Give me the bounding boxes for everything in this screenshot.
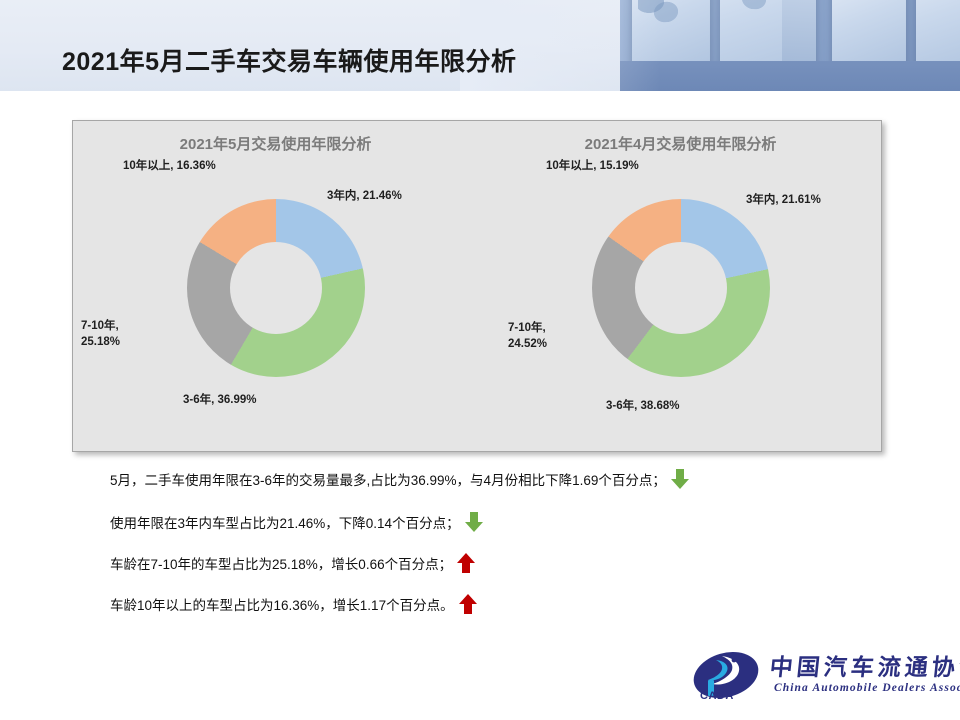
slice-label-7-10: 7-10年, 24.52% bbox=[508, 322, 548, 350]
bullet-text: 5月，二手车使用年限在3-6年的交易量最多,占比为36.99%，与4月份相比下降… bbox=[110, 473, 666, 488]
donut-chart-may bbox=[186, 199, 365, 377]
bullet-item: 车龄10年以上的车型占比为16.36%，增长1.17个百分点。 bbox=[110, 593, 478, 615]
bullet-item: 车龄在7-10年的车型占比为25.18%，增长0.66个百分点； bbox=[110, 552, 476, 574]
chart-title: 2021年4月交易使用年限分析 bbox=[584, 136, 777, 153]
chart-title: 2021年5月交易使用年限分析 bbox=[179, 136, 372, 153]
logo-abbrev: CADA bbox=[700, 690, 734, 702]
bullet-item: 5月，二手车使用年限在3-6年的交易量最多,占比为36.99%，与4月份相比下降… bbox=[110, 468, 690, 490]
header-gradient-overlay bbox=[460, 0, 660, 91]
slice-label-within3: 3年内, 21.46% bbox=[327, 190, 402, 202]
up-arrow-red-icon bbox=[458, 593, 478, 615]
bullet-text: 使用年限在3年内车型占比为21.46%，下降0.14个百分点； bbox=[110, 516, 460, 531]
bullet-item: 使用年限在3年内车型占比为21.46%，下降0.14个百分点； bbox=[110, 511, 484, 533]
header-decorative-image bbox=[620, 0, 960, 91]
slice-label-over10: 10年以上, 15.19% bbox=[546, 160, 639, 172]
donut-ring bbox=[186, 199, 365, 377]
slice-label-within3: 3年内, 21.61% bbox=[746, 194, 821, 206]
down-arrow-green-icon bbox=[670, 468, 690, 490]
up-arrow-red-icon bbox=[456, 552, 476, 574]
slice-label-3-6: 3-6年, 38.68% bbox=[606, 400, 680, 412]
cada-emblem-icon bbox=[692, 650, 766, 708]
chart-may-2021: 2021年5月交易使用年限分析 10年以上, 16.36% 3年内, 21.46… bbox=[73, 121, 478, 453]
slice-label-over10: 10年以上, 16.36% bbox=[123, 160, 216, 172]
donut-chart-april bbox=[591, 199, 770, 377]
down-arrow-green-icon bbox=[464, 511, 484, 533]
slice-label-7-10: 7-10年, 25.18% bbox=[81, 320, 121, 348]
header-floor bbox=[620, 61, 960, 91]
logo-english-name: China Automobile Dealers Association bbox=[774, 682, 960, 694]
donut-ring bbox=[591, 199, 770, 377]
charts-panel: 2021年5月交易使用年限分析 10年以上, 16.36% 3年内, 21.46… bbox=[72, 120, 882, 452]
slide-header: 2021年5月二手车交易车辆使用年限分析 bbox=[0, 0, 960, 91]
chart-april-2021: 2021年4月交易使用年限分析 10年以上, 15.19% 3年内, 21.61… bbox=[478, 121, 883, 453]
slice-label-3-6: 3-6年, 36.99% bbox=[183, 394, 257, 406]
bullet-text: 车龄10年以上的车型占比为16.36%，增长1.17个百分点。 bbox=[110, 598, 454, 613]
page-title: 2021年5月二手车交易车辆使用年限分析 bbox=[62, 48, 517, 76]
logo-chinese-name: 中国汽车流通协会 bbox=[768, 655, 960, 680]
cada-logo: 中国汽车流通协会 China Automobile Dealers Associ… bbox=[692, 646, 960, 710]
bullet-text: 车龄在7-10年的车型占比为25.18%，增长0.66个百分点； bbox=[110, 557, 453, 572]
globe-map-icon bbox=[726, 0, 766, 10]
